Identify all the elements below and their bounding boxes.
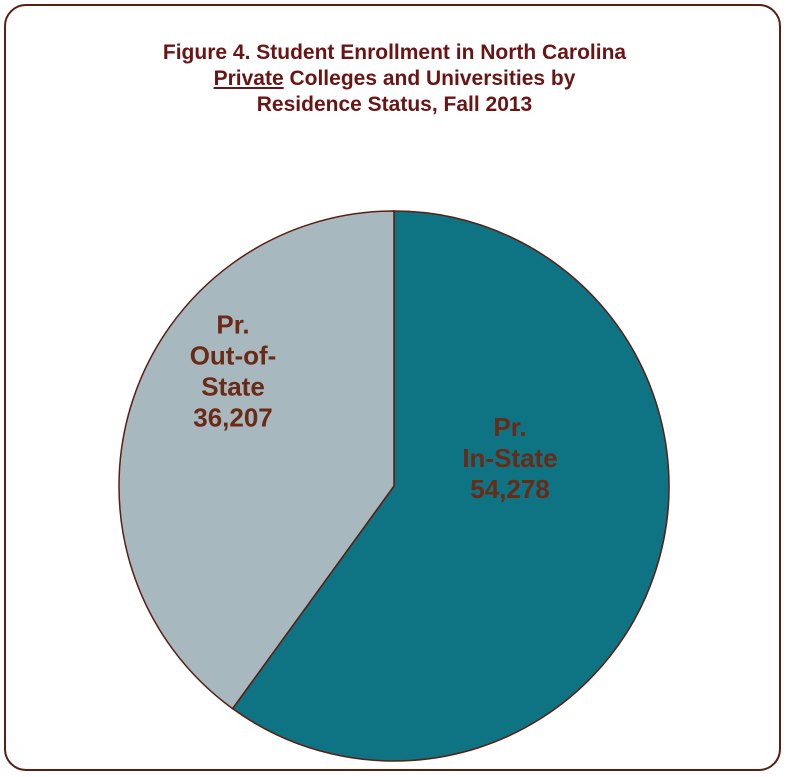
- data-label-line: In-State: [462, 443, 557, 473]
- pie-slice-pr-in-state: [231, 210, 670, 762]
- pie-slice-pr-out-of-state: [118, 210, 395, 710]
- title-line-2: Private Colleges and Universities by: [6, 66, 783, 92]
- data-label-line: 36,207: [193, 403, 273, 433]
- data-label-line: Out-of-: [190, 341, 277, 371]
- data-label-line: Pr.: [216, 310, 249, 340]
- chart-title: Figure 4. Student Enrollment in North Ca…: [6, 40, 783, 118]
- data-label-line: Pr.: [493, 412, 526, 442]
- title-line-2-rest: Colleges and Universities by: [283, 67, 576, 90]
- title-line-1: Figure 4. Student Enrollment in North Ca…: [162, 41, 627, 64]
- data-label-pr-out-of-state: Pr. Out-of-State 36,207: [190, 310, 277, 433]
- data-label-line: 54,278: [470, 474, 550, 504]
- title-line-3: Residence Status, Fall 2013: [256, 93, 533, 116]
- title-underlined-word: Private: [213, 67, 284, 90]
- data-label-pr-in-state: Pr. In-State 54,278: [462, 412, 557, 504]
- data-label-line: State: [201, 372, 265, 402]
